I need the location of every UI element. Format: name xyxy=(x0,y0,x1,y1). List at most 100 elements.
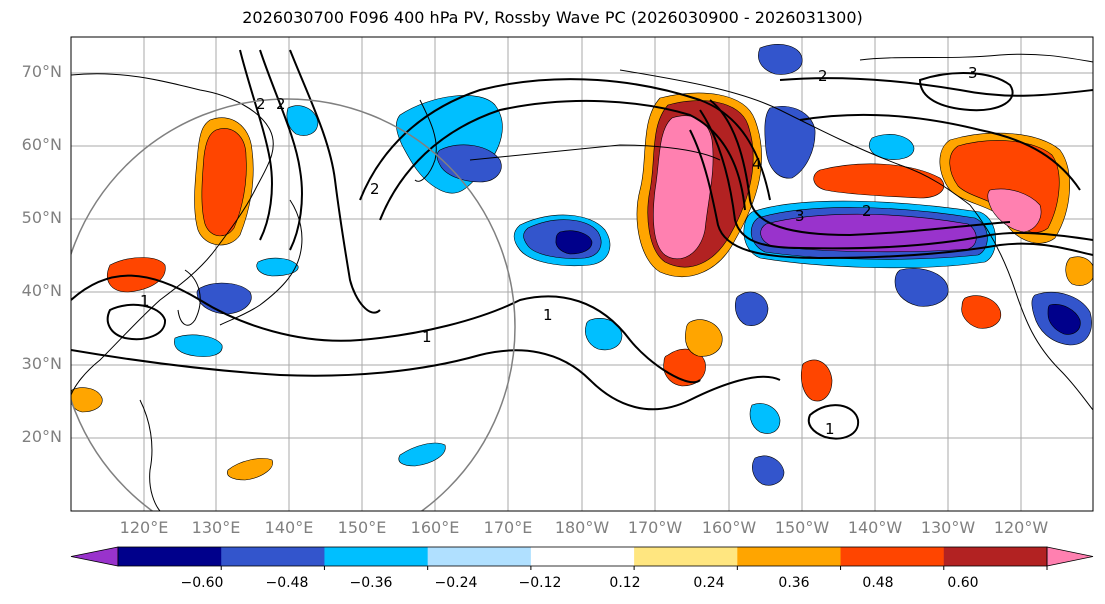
colorbar-tick-label: 0.36 xyxy=(778,575,810,591)
latitude-label: 50°N xyxy=(21,208,62,227)
negative-anomaly-central-navy xyxy=(555,230,593,255)
colorbar-segment xyxy=(943,547,1048,566)
positive-anomaly-small-7 xyxy=(961,295,1002,329)
pv-contour-wave-1 xyxy=(699,109,1093,250)
negative-anomaly-kamchatka-blue xyxy=(436,144,502,183)
negative-anomaly-arctic xyxy=(758,44,803,75)
contour-label: 3 xyxy=(795,207,805,225)
colorbar-segment xyxy=(737,547,842,566)
colorbar-tick-label: 0.24 xyxy=(693,575,725,591)
coastline-northamerica xyxy=(969,204,1093,411)
negative-anomaly-small-9 xyxy=(869,134,915,160)
pv-contour-loop-west xyxy=(106,303,167,340)
longitude-label: 130°W xyxy=(920,518,976,537)
positive-anomaly-small-1 xyxy=(227,458,273,481)
colorbar-extend-high xyxy=(1046,546,1094,567)
longitude-label: 160°E xyxy=(410,518,460,537)
pv-contour-2-b xyxy=(259,49,303,251)
colorbar-tick-label: −0.48 xyxy=(265,575,309,591)
latitude-label: 20°N xyxy=(21,427,62,446)
positive-anomaly-small-5 xyxy=(801,359,833,402)
pv-contour-2-a xyxy=(239,49,273,241)
longitude-label: 120°W xyxy=(993,518,1049,537)
pv-contour-2-c xyxy=(289,49,381,314)
contour-label: 2 xyxy=(818,67,828,85)
latitude-label: 30°N xyxy=(21,354,62,373)
map-frame xyxy=(70,36,1094,512)
colorbar-segment xyxy=(634,547,738,566)
colorbar-tick-label: 0.12 xyxy=(609,575,641,591)
negative-anomaly-alaska-blue xyxy=(764,106,816,179)
pv-contour-ridge-1 xyxy=(359,78,771,201)
colorbar-tick-label: −0.12 xyxy=(518,575,562,591)
latitude-label: 60°N xyxy=(21,135,62,154)
negative-anomaly-us-southwest-navy xyxy=(1047,304,1081,335)
colorbar-outline xyxy=(117,546,1048,567)
contour-label: 1 xyxy=(422,328,432,346)
pv-contour-1-main xyxy=(71,274,701,384)
negative-anomaly-small-3 xyxy=(752,455,785,486)
contour-label: 1 xyxy=(825,420,835,438)
colorbar-tick-label: −0.24 xyxy=(434,575,478,591)
contour-label: 3 xyxy=(968,64,978,82)
pv-contour-wave-2 xyxy=(689,129,1093,260)
colorbar-extend-low xyxy=(70,546,119,567)
positive-anomaly-west-red xyxy=(201,128,247,237)
colorbar-segment xyxy=(840,547,945,566)
pv-contours xyxy=(71,49,1093,440)
positive-anomaly-east-pink xyxy=(987,188,1042,233)
longitude-label: 150°W xyxy=(774,518,830,537)
longitude-label: 170°E xyxy=(483,518,533,537)
latitude-label: 70°N xyxy=(21,62,62,81)
longitude-label: 140°E xyxy=(264,518,314,537)
pv-contour-north-1 xyxy=(779,77,1093,97)
coastline-aleutians xyxy=(469,144,721,161)
negative-anomaly-small-7 xyxy=(174,334,223,357)
longitude-label: 150°E xyxy=(337,518,387,537)
colorbar-segment xyxy=(427,547,532,566)
negative-anomaly-gulf xyxy=(894,268,949,307)
positive-anomaly-small-4 xyxy=(685,319,723,357)
colorbar-tick-label: −0.36 xyxy=(349,575,393,591)
coastline-korea xyxy=(177,269,201,326)
pv-contour-ridge-2 xyxy=(379,99,746,221)
contour-label: 2 xyxy=(862,202,872,220)
pv-contour-loop-south xyxy=(807,404,860,440)
coastline-japan xyxy=(219,199,303,326)
positive-anomaly-alaska xyxy=(813,163,945,199)
negative-anomaly-small-5 xyxy=(398,442,446,467)
map-title: 2026030700 F096 400 hPa PV, Rossby Wave … xyxy=(242,8,863,27)
longitude-label: 180°W xyxy=(554,518,610,537)
pv-contour-wave-3 xyxy=(709,99,1011,237)
colorbar-segment xyxy=(221,547,325,566)
contour-label: 2 xyxy=(256,95,266,113)
coastline-arctic xyxy=(859,53,1093,63)
contour-label: 2 xyxy=(276,95,286,113)
longitude-label: 160°W xyxy=(701,518,757,537)
positive-anomaly-small-6 xyxy=(1065,256,1093,286)
pv-contour-loop-east xyxy=(918,72,1014,112)
negative-anomaly-small-1 xyxy=(735,291,769,326)
negative-anomaly-small-4 xyxy=(749,403,781,434)
contour-label: 1 xyxy=(140,292,150,310)
coastlines xyxy=(71,53,1093,511)
colorbar-segment xyxy=(118,547,222,566)
pv-contour-north-2 xyxy=(799,113,1081,191)
contour-label: 2 xyxy=(370,180,380,198)
colorbar-tick-label: 0.60 xyxy=(947,575,979,591)
positive-anomaly-chinacoast xyxy=(107,257,166,293)
longitude-label: 130°E xyxy=(191,518,241,537)
pv-anomaly-shading xyxy=(71,44,1093,486)
colorbar-segment xyxy=(530,547,635,566)
coastline-philippines xyxy=(139,399,161,511)
contour-label: 1 xyxy=(543,306,553,324)
coastline-alaska xyxy=(619,69,971,206)
colorbar-segment xyxy=(324,547,429,566)
latitude-label: 40°N xyxy=(21,281,62,300)
colorbar-tick-label: −0.60 xyxy=(180,575,224,591)
coastline-kamchatka xyxy=(414,99,437,182)
longitude-label: 120°E xyxy=(119,518,169,537)
coastline-asia xyxy=(71,73,274,396)
contour-label: 4 xyxy=(752,155,762,173)
